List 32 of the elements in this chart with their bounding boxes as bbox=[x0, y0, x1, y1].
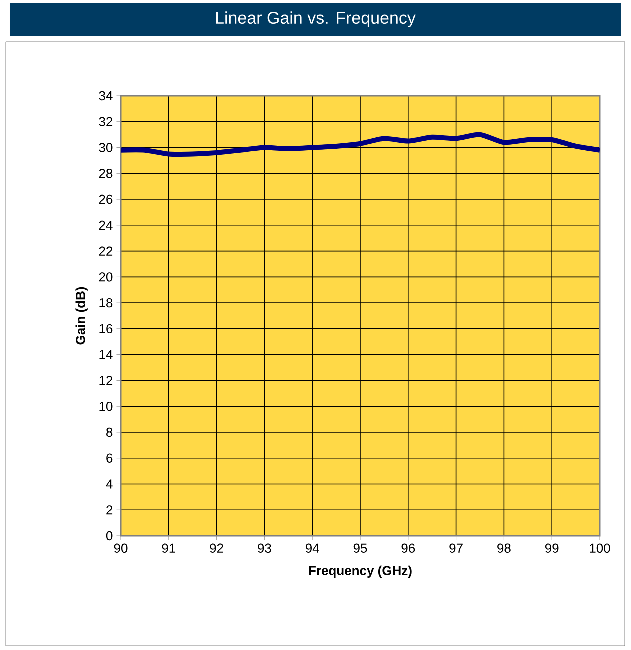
x-tick-label: 98 bbox=[498, 544, 511, 553]
y-tick-label: 10 bbox=[100, 402, 113, 412]
y-tick-label: 12 bbox=[100, 376, 113, 386]
y-tick-label: 2 bbox=[106, 506, 113, 515]
x-tick-label: 93 bbox=[258, 544, 272, 553]
y-tick-label: 26 bbox=[99, 194, 113, 204]
x-tick-label: 99 bbox=[545, 544, 559, 553]
y-tick-label: 24 bbox=[99, 220, 113, 230]
x-tick-label: 100 bbox=[590, 544, 610, 553]
x-tick-label: 91 bbox=[162, 544, 176, 553]
y-tick-label: 32 bbox=[99, 117, 113, 126]
x-axis-title: Frequency (GHz) bbox=[309, 566, 412, 578]
x-tick-label: 96 bbox=[402, 544, 416, 553]
x-tick-label: 95 bbox=[354, 544, 368, 553]
y-tick-label: 22 bbox=[99, 246, 113, 256]
y-tick-label: 0 bbox=[106, 531, 113, 541]
chart-title: Linear Gain vs. Frequency bbox=[216, 12, 416, 28]
y-tick-label: 30 bbox=[99, 143, 113, 152]
x-tick-label: 90 bbox=[114, 544, 128, 553]
y-tick-label: 28 bbox=[99, 169, 113, 178]
y-tick-label: 34 bbox=[99, 91, 113, 101]
y-tick-label: 16 bbox=[100, 324, 113, 334]
x-tick-label: 92 bbox=[210, 544, 224, 553]
y-tick-label: 4 bbox=[106, 480, 113, 489]
x-tick-label: 97 bbox=[450, 544, 463, 553]
y-tick-label: 14 bbox=[100, 350, 113, 360]
y-tick-label: 8 bbox=[106, 428, 113, 438]
x-tick-label: 94 bbox=[306, 544, 320, 553]
y-tick-label: 20 bbox=[99, 272, 113, 282]
y-tick-label: 18 bbox=[100, 298, 113, 308]
y-axis-title: Gain (dB) bbox=[76, 287, 88, 345]
y-tick-label: 6 bbox=[106, 454, 113, 463]
